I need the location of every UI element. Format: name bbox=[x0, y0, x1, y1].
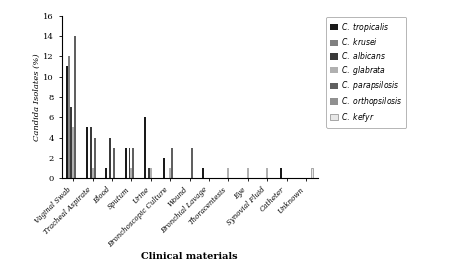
Bar bbox=[90, 127, 91, 178]
Bar bbox=[66, 67, 68, 178]
Bar bbox=[70, 107, 72, 178]
Y-axis label: Candida Isolates (%): Candida Isolates (%) bbox=[32, 53, 40, 141]
Bar bbox=[74, 36, 76, 178]
Bar bbox=[105, 168, 107, 178]
Bar bbox=[169, 168, 171, 178]
Bar bbox=[86, 127, 88, 178]
Bar bbox=[247, 168, 249, 178]
Bar bbox=[311, 168, 313, 178]
Legend: $\it{C.\ tropicalis}$, $\it{C.\ krusei}$, $\it{C.\ albicans}$, $\it{C.\ glabrata: $\it{C.\ tropicalis}$, $\it{C.\ krusei}$… bbox=[326, 17, 406, 128]
Bar bbox=[266, 168, 268, 178]
Bar bbox=[132, 148, 134, 178]
Bar bbox=[228, 168, 229, 178]
Bar bbox=[91, 168, 94, 178]
Bar bbox=[113, 148, 115, 178]
Bar bbox=[148, 168, 150, 178]
Bar bbox=[202, 168, 204, 178]
Bar bbox=[94, 138, 96, 178]
Bar bbox=[68, 56, 70, 178]
Bar bbox=[150, 168, 152, 178]
X-axis label: Clinical materials: Clinical materials bbox=[141, 252, 238, 261]
Bar bbox=[280, 168, 282, 178]
Bar bbox=[164, 158, 165, 178]
Bar bbox=[144, 117, 146, 178]
Bar bbox=[191, 148, 192, 178]
Bar bbox=[109, 138, 111, 178]
Bar bbox=[128, 148, 130, 178]
Bar bbox=[130, 168, 132, 178]
Bar bbox=[125, 148, 127, 178]
Bar bbox=[171, 148, 173, 178]
Bar bbox=[72, 127, 74, 178]
